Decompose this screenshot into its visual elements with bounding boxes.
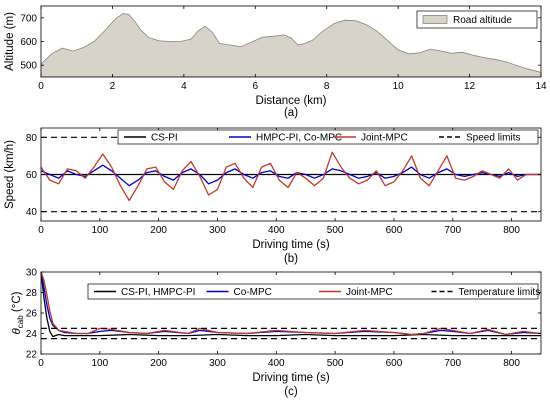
series-line-0 <box>41 272 541 338</box>
series-line-1 <box>41 164 541 187</box>
x-axis-label: Distance (km) <box>256 95 327 107</box>
x-tick-label: 800 <box>503 358 520 369</box>
plot-area <box>41 272 541 340</box>
x-tick-label: 700 <box>444 225 461 236</box>
x-tick-label: 0 <box>38 225 44 236</box>
x-tick-label: 2 <box>110 81 116 92</box>
x-tick-label: 600 <box>386 225 403 236</box>
legend-box <box>117 129 539 145</box>
y-axis-label-subscript: cab <box>16 315 25 328</box>
x-tick-label: 600 <box>386 358 403 369</box>
y-tick-label: 30 <box>26 268 38 279</box>
legend-label: Joint-MPC <box>346 287 393 298</box>
panel-caption: (c) <box>284 386 298 398</box>
x-tick-label: 700 <box>444 358 461 369</box>
x-tick-label: 200 <box>150 225 167 236</box>
x-tick-label: 200 <box>150 358 167 369</box>
y-axis-label: Altitude (m) <box>4 12 16 71</box>
plot-area <box>41 13 541 77</box>
legend: CS-PI HMPC-PI, Co-MPC Joint-MPC Speed limit… <box>117 129 539 145</box>
panel-caption: (a) <box>284 107 298 119</box>
x-tick-label: 400 <box>268 358 285 369</box>
x-tick-label: 14 <box>535 81 547 92</box>
x-axis-label: Driving time (s) <box>252 372 329 384</box>
series-line-2 <box>41 272 541 336</box>
x-tick-label: 800 <box>503 225 520 236</box>
x-tick-label: 100 <box>91 225 108 236</box>
legend-box <box>87 283 539 300</box>
x-tick-label: 300 <box>209 225 226 236</box>
legend: CS-PI, HMPC-PI Co-MPC Joint-MPC Temperature… <box>87 283 541 300</box>
legend-label: CS-PI <box>151 133 178 144</box>
series-line-2 <box>41 151 541 202</box>
y-axis-label-unit: (°C) <box>11 291 23 315</box>
legend: Road altitude <box>416 10 538 29</box>
legend-label: Co-MPC <box>234 287 272 298</box>
legend-label: HMPC-PI, Co-MPC <box>256 133 342 144</box>
x-tick-label: 500 <box>327 358 344 369</box>
y-axis-label: θcab (°C) <box>11 291 25 334</box>
legend-label: Temperature limits <box>459 287 541 298</box>
legend-swatch <box>422 15 448 24</box>
y-tick-label: 28 <box>26 288 38 299</box>
x-axis-label: Driving time (s) <box>252 239 329 251</box>
x-tick-label: 100 <box>91 358 108 369</box>
y-axis-label: Speed (km/h) <box>4 140 16 209</box>
plot-area <box>41 136 541 213</box>
series-line-1 <box>41 272 541 336</box>
x-tick-label: 10 <box>393 81 405 92</box>
x-tick-label: 4 <box>181 81 187 92</box>
x-tick-label: 6 <box>253 81 259 92</box>
x-tick-label: 0 <box>38 358 44 369</box>
y-tick-label: 26 <box>26 309 38 320</box>
x-tick-label: 12 <box>464 81 476 92</box>
chart-panel-0: 0 2 4 6 8 10 12 14 500 600 700 Distance (km)(a) Alti… <box>4 5 547 119</box>
y-tick-label: 60 <box>26 170 38 181</box>
x-tick-label: 0 <box>38 81 44 92</box>
chart-panel-2: 0 100 200 300 400 500 600 700 800 22 24 26 28 30 Drivi… <box>11 268 542 398</box>
y-axis-label-symbol: θ <box>11 327 23 334</box>
y-tick-label: 500 <box>20 61 37 72</box>
legend-label: Speed limits <box>466 133 520 144</box>
legend-label: CS-PI, HMPC-PI <box>121 287 195 298</box>
x-tick-label: 500 <box>327 225 344 236</box>
y-tick-label: 600 <box>20 37 37 48</box>
y-tick-label: 700 <box>20 13 37 24</box>
x-tick-label: 300 <box>209 358 226 369</box>
x-tick-label: 400 <box>268 225 285 236</box>
legend-label: Road altitude <box>453 15 512 26</box>
y-tick-label: 24 <box>26 329 38 340</box>
chart-panel-1: 0 100 200 300 400 500 600 700 800 40 60 80 Driving t… <box>4 127 542 265</box>
y-tick-label: 22 <box>26 350 38 361</box>
y-tick-label: 40 <box>26 207 38 218</box>
panel-caption: (b) <box>284 253 298 265</box>
x-tick-label: 8 <box>324 81 330 92</box>
area-series-0 <box>41 13 541 77</box>
legend-label: Joint-MPC <box>361 133 408 144</box>
y-tick-label: 80 <box>26 133 38 144</box>
